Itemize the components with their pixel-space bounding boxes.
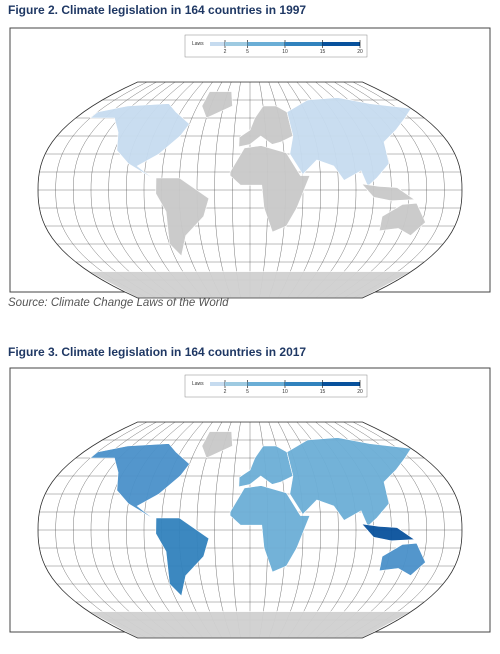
land-na: [89, 443, 190, 521]
legend-swatch: [225, 42, 248, 46]
legend-title: Laws: [192, 381, 204, 387]
legend-swatch: [247, 382, 285, 386]
land-af: [229, 145, 311, 233]
land-af: [229, 485, 311, 573]
map-outline: [37, 421, 463, 639]
legend-swatch: [322, 42, 360, 46]
land-gl: [201, 91, 233, 119]
legend-swatch: [210, 382, 225, 386]
legend-swatch: [285, 382, 323, 386]
legend-tick-label: 10: [282, 389, 288, 395]
land-au: [378, 202, 426, 236]
map-outline: [37, 81, 463, 299]
legend-swatch: [225, 382, 248, 386]
map: [38, 82, 462, 298]
land-id: [361, 523, 416, 542]
legend-tick-label: 15: [320, 389, 326, 395]
figure-title: Figure 2. Climate legislation in 164 cou…: [8, 3, 306, 17]
legend-tick-label: 15: [320, 49, 326, 55]
land-as: [286, 437, 412, 527]
land-sa: [155, 517, 210, 597]
legend-swatch: [247, 42, 285, 46]
land-na: [89, 103, 190, 181]
legend-tick-label: 2: [224, 389, 227, 395]
legend-tick-label: 20: [357, 389, 363, 395]
land-gl: [201, 431, 233, 459]
figure-title: Figure 3. Climate legislation in 164 cou…: [8, 345, 306, 359]
legend-tick-label: 10: [282, 49, 288, 55]
land-au: [378, 542, 426, 576]
legend-tick-label: 2: [224, 49, 227, 55]
legend-title: Laws: [192, 41, 204, 47]
land-an: [88, 611, 412, 638]
land-sa: [155, 177, 210, 257]
legend-tick-label: 5: [246, 389, 249, 395]
source-note: Source: Climate Change Laws of the World: [8, 297, 229, 309]
legend-tick-label: 5: [246, 49, 249, 55]
land-an: [88, 271, 412, 298]
legend-swatch: [285, 42, 323, 46]
land-as: [286, 97, 412, 187]
map: [38, 422, 462, 638]
legend-swatch: [210, 42, 225, 46]
legend-tick-label: 20: [357, 49, 363, 55]
legend-swatch: [322, 382, 360, 386]
land-id: [361, 183, 416, 202]
